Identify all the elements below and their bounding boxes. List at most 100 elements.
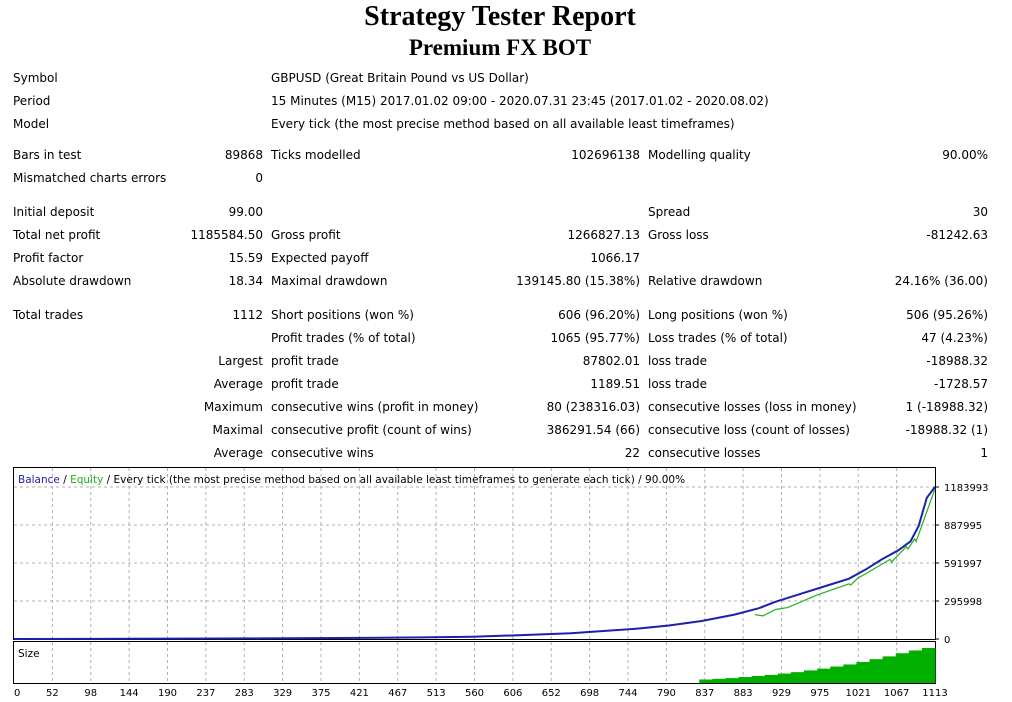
size-bar: [790, 672, 805, 683]
profit-factor-label: Profit factor: [13, 251, 84, 265]
maximal-label: Maximal: [212, 423, 263, 437]
average-loss-label: loss trade: [648, 377, 707, 391]
spread-label: Spread: [648, 205, 691, 219]
average-label: Average: [213, 377, 263, 391]
x-tick-label: 1067: [884, 688, 909, 699]
x-tick-label: 237: [196, 688, 215, 699]
size-bar: [921, 648, 936, 683]
expected-payoff-label: Expected payoff: [271, 251, 369, 265]
loss-trades-value: 47 (4.23%): [921, 331, 988, 345]
profit-trades-value: 1065 (95.77%): [550, 331, 640, 345]
avg-consec-losses-label: consecutive losses: [648, 446, 761, 460]
deposit-label: Initial deposit: [13, 205, 95, 219]
max-drawdown-label: Maximal drawdown: [271, 274, 388, 288]
loss-trades-label: Loss trades (% of total): [648, 331, 788, 345]
size-bars: [699, 648, 936, 683]
x-tick-label: 144: [120, 688, 139, 699]
x-tick-label: 1113: [922, 688, 947, 699]
x-tick-label: 52: [46, 688, 59, 699]
size-bar: [712, 678, 726, 683]
average-consec-label: Average: [213, 446, 263, 460]
size-bar: [843, 664, 857, 683]
chart-grid: [14, 468, 935, 683]
x-axis-ticks: 0 52 98 144 190 237 283 329 375 421 467 513 560 606 65…: [14, 688, 948, 699]
x-tick-label: 421: [350, 688, 369, 699]
symbol-value: GBPUSD (Great Britain Pound vs US Dollar…: [271, 71, 529, 85]
gross-profit-label: Gross profit: [271, 228, 341, 242]
symbol-label: Symbol: [13, 71, 58, 85]
largest-label: Largest: [218, 354, 263, 368]
average-profit-value: 1189.51: [590, 377, 640, 391]
x-tick-label: 606: [503, 688, 522, 699]
x-tick-label: 190: [158, 688, 177, 699]
net-profit-label: Total net profit: [13, 228, 101, 242]
model-value: Every tick (the most precise method base…: [271, 117, 735, 131]
x-tick-label: 0: [14, 688, 20, 699]
size-bar: [699, 679, 713, 683]
size-chart-title: Size: [18, 648, 40, 660]
x-tick-label: 283: [235, 688, 254, 699]
ticks-value: 102696138: [571, 148, 640, 162]
largest-profit-label: profit trade: [271, 354, 339, 368]
size-bar: [804, 670, 818, 683]
short-positions-value: 606 (96.20%): [558, 308, 640, 322]
maximal-consec-profit-value: 386291.54 (66): [546, 423, 640, 437]
abs-drawdown-value: 18.34: [228, 274, 263, 288]
profit-trades-label: Profit trades (% of total): [271, 331, 416, 345]
balance-line: [13, 486, 936, 640]
period-value: 15 Minutes (M15) 2017.01.02 09:00 - 2020…: [271, 94, 769, 108]
x-tick-label: 467: [388, 688, 407, 699]
maximum-label: Maximum: [203, 400, 263, 414]
profit-factor-value: 15.59: [228, 251, 263, 265]
y-tick-label: 1183993: [944, 483, 989, 494]
x-tick-label: 98: [84, 688, 97, 699]
chart-legend: Balance / Equity / Every tick (the most …: [18, 474, 685, 486]
period-label: Period: [13, 94, 51, 108]
x-tick-label: 744: [618, 688, 637, 699]
size-bar: [725, 678, 740, 683]
legend-rest: / Every tick (the most precise method ba…: [103, 474, 685, 486]
maximal-consec-profit-label: consecutive profit (count of wins): [271, 423, 472, 437]
equity-line: [754, 488, 936, 617]
size-bar: [869, 659, 884, 683]
size-bar: [856, 662, 871, 683]
model-label: Model: [13, 117, 50, 131]
max-drawdown-value: 139145.80 (15.38%): [516, 274, 640, 288]
size-bar: [777, 673, 792, 683]
y-tick-label: 591997: [944, 559, 982, 570]
total-trades-value: 1112: [232, 308, 263, 322]
x-tick-label: 560: [465, 688, 484, 699]
size-bar: [738, 677, 753, 683]
x-tick-label: 975: [810, 688, 829, 699]
max-consec-wins-value: 80 (238316.03): [546, 400, 640, 414]
report-title: Strategy Tester Report: [364, 1, 636, 32]
abs-drawdown-label: Absolute drawdown: [13, 274, 132, 288]
x-tick-label: 883: [734, 688, 753, 699]
net-profit-value: 1185584.50: [190, 228, 263, 242]
quality-label: Modelling quality: [648, 148, 751, 162]
gross-loss-value: -81242.63: [926, 228, 988, 242]
bars-label: Bars in test: [13, 148, 82, 162]
maximal-consec-loss-value: -18988.32 (1): [905, 423, 988, 437]
gross-loss-label: Gross loss: [648, 228, 709, 242]
max-consec-losses-label: consecutive losses (loss in money): [648, 400, 857, 414]
avg-consec-losses-value: 1: [980, 446, 988, 460]
bars-value: 89868: [224, 148, 263, 162]
x-tick-label: 698: [580, 688, 599, 699]
short-positions-label: Short positions (won %): [271, 308, 414, 322]
legend-equity: Equity: [70, 474, 103, 486]
average-profit-label: profit trade: [271, 377, 339, 391]
largest-loss-value: -18988.32: [926, 354, 988, 368]
y-tick-label: 0: [944, 635, 950, 646]
gross-profit-value: 1266827.13: [567, 228, 640, 242]
x-tick-label: 929: [772, 688, 791, 699]
maximal-consec-loss-label: consecutive loss (count of losses): [648, 423, 850, 437]
x-tick-label: 513: [427, 688, 446, 699]
expected-payoff-value: 1066.17: [590, 251, 640, 265]
size-bar: [817, 668, 831, 683]
report-subtitle: Premium FX BOT: [408, 35, 592, 60]
ticks-label: Ticks modelled: [271, 148, 361, 162]
long-positions-value: 506 (95.26%): [906, 308, 988, 322]
mismatch-value: 0: [255, 171, 263, 185]
y-tick-label: 887995: [944, 521, 982, 532]
